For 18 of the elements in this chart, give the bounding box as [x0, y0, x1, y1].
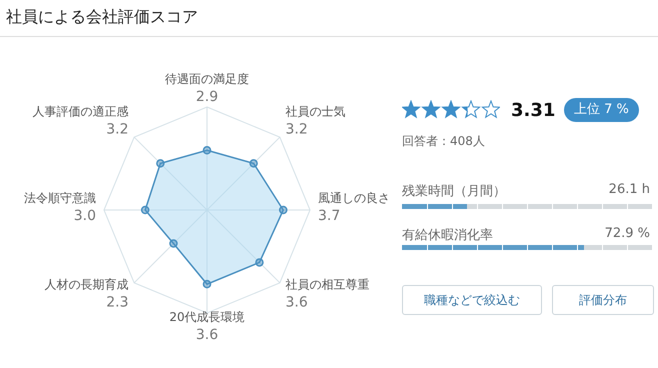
text: 有給休暇消化率 [402, 227, 493, 244]
spoke-label: 人材の長期育成 2.3 [44, 277, 129, 310]
spoke-label: 法令順守意識 3.0 [24, 191, 96, 224]
spoke-label: 人事評価の適正感 3.2 [32, 104, 129, 138]
button: 職種などで絞込む [402, 285, 542, 315]
text: 回答者：408人 [402, 133, 485, 150]
spoke-label: 20代成長環境 3.6 [169, 310, 245, 343]
spoke-label: 待遇面の満足度 2.9 [165, 72, 249, 105]
text: 残業時間（月間） [402, 183, 506, 200]
spoke-label: 風通しの良さ 3.7 [318, 191, 390, 224]
text: 72.9 % [604, 226, 650, 241]
button: 評価分布 [552, 285, 654, 315]
text: 3.31 [511, 100, 556, 121]
chart-title: 社員による会社評価スコア [6, 7, 198, 28]
spoke-label: 社員の士気 3.2 [285, 104, 346, 138]
text: 26.1 h [608, 182, 650, 197]
spoke-label: 社員の相互尊重 3.6 [285, 277, 370, 310]
text: 上位 7 % [564, 98, 639, 122]
